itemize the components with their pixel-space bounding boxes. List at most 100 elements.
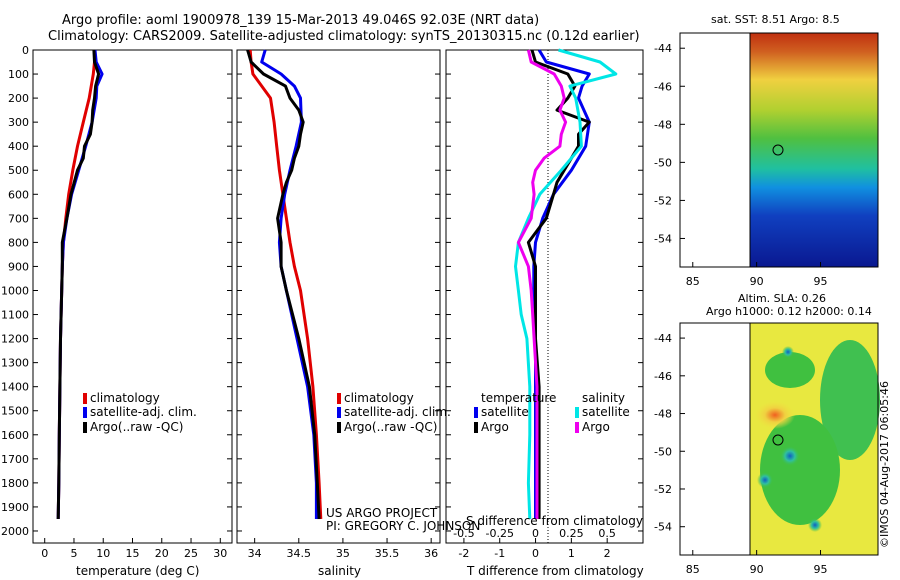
map-x-tick-label: 90 bbox=[750, 275, 764, 288]
x-tick-label: 5 bbox=[70, 547, 77, 560]
x-tick-label: 30 bbox=[213, 547, 227, 560]
x-tick-label: 15 bbox=[126, 547, 140, 560]
map-x-tick-label: 95 bbox=[814, 275, 828, 288]
map-y-tick-label: -54 bbox=[654, 521, 672, 534]
y-tick-label: 1800 bbox=[1, 477, 29, 490]
y-tick-label: 400 bbox=[8, 140, 29, 153]
series-line bbox=[246, 49, 321, 520]
sla-high-region bbox=[755, 401, 795, 429]
x-tick-label: -1 bbox=[494, 547, 505, 560]
y-tick-label: 300 bbox=[8, 116, 29, 129]
y-tick-label: 1600 bbox=[1, 429, 29, 442]
x-tick-label: 2 bbox=[604, 547, 611, 560]
y-tick-label: 1000 bbox=[1, 284, 29, 297]
temperature-legend-argo: Argo(..raw -QC) bbox=[90, 420, 184, 434]
diff-legend-temperature-title: temperature bbox=[481, 391, 557, 405]
header-title-line2: Climatology: CARS2009. Satellite-adjuste… bbox=[48, 29, 640, 44]
sla-map bbox=[679, 322, 880, 556]
pi-credit: PI: GREGORY C. JOHNSON bbox=[326, 519, 481, 533]
map-y-tick-label: -44 bbox=[654, 332, 672, 345]
temperature-legend-climatology: climatology bbox=[90, 391, 160, 405]
series-line bbox=[514, 48, 618, 520]
y-tick-label: 0 bbox=[22, 44, 29, 57]
y-tick-label: 2000 bbox=[1, 525, 29, 538]
map-x-tick-label: 95 bbox=[814, 563, 828, 576]
sst-map-field bbox=[750, 33, 878, 267]
legend-swatch bbox=[474, 422, 478, 433]
legend-swatch bbox=[83, 393, 87, 404]
x-tick-label: 36 bbox=[424, 547, 438, 560]
series-line bbox=[56, 49, 101, 520]
map-x-tick-label: 85 bbox=[686, 275, 700, 288]
map-y-tick-label: -44 bbox=[654, 42, 672, 55]
legend-swatch bbox=[575, 422, 579, 433]
map-x-tick-label: 90 bbox=[750, 563, 764, 576]
y-tick-label: 1900 bbox=[1, 501, 29, 514]
y-tick-label: 200 bbox=[8, 92, 29, 105]
y-tick-label: 700 bbox=[8, 212, 29, 225]
x2-tick-label: -0.5 bbox=[453, 527, 474, 540]
project-credit: US ARGO PROJECT bbox=[326, 506, 438, 520]
legend-swatch bbox=[337, 422, 341, 433]
series-line bbox=[526, 49, 591, 519]
diff-legend-temp-argo: Argo bbox=[481, 420, 509, 434]
salinity-xlabel: salinity bbox=[318, 564, 362, 578]
diff-legend-temp-satellite: satellite bbox=[481, 405, 529, 419]
y-tick-label: 600 bbox=[8, 188, 29, 201]
temperature-legend-satellite: satellite-adj. clim. bbox=[90, 405, 197, 419]
y-tick-label: 1200 bbox=[1, 333, 29, 346]
sst-float-marker bbox=[772, 144, 784, 156]
map-y-tick-label: -48 bbox=[654, 118, 672, 131]
y-tick-label: 1400 bbox=[1, 381, 29, 394]
sla-float-marker bbox=[772, 434, 784, 446]
series-line bbox=[56, 50, 96, 520]
diff-legend-sal-satellite: satellite bbox=[582, 405, 630, 419]
sla-map-title-line2: Argo h1000: 0.12 h2000: 0.14 bbox=[706, 305, 872, 318]
header-title-line1: Argo profile: aoml 1900978_139 15-Mar-20… bbox=[62, 13, 540, 28]
y-tick-label: 800 bbox=[8, 236, 29, 249]
series-line bbox=[56, 49, 104, 520]
sla-eddy bbox=[757, 472, 773, 488]
x-tick-label: 25 bbox=[184, 547, 198, 560]
imos-credit: ©IMOS 04-Aug-2017 06:05:46 bbox=[878, 381, 891, 548]
sla-eddy bbox=[780, 446, 800, 466]
x2-tick-label: -0.25 bbox=[485, 527, 513, 540]
legend-swatch bbox=[83, 422, 87, 433]
map-y-tick-label: -46 bbox=[654, 370, 672, 383]
series-line bbox=[260, 49, 318, 519]
sla-eddy bbox=[808, 518, 822, 532]
y-tick-label: 100 bbox=[8, 68, 29, 81]
diff-legend-sal-argo: Argo bbox=[582, 420, 610, 434]
sla-eddy bbox=[782, 346, 794, 358]
sla-low-region bbox=[820, 340, 880, 460]
x-tick-label: 35.5 bbox=[375, 547, 400, 560]
x-tick-label: 34.5 bbox=[287, 547, 312, 560]
x2-tick-label: 0.5 bbox=[598, 527, 616, 540]
series-line bbox=[516, 49, 568, 519]
y-tick-label: 1500 bbox=[1, 405, 29, 418]
x-tick-label: -2 bbox=[458, 547, 469, 560]
legend-swatch bbox=[337, 407, 341, 418]
map-x-tick-label: 85 bbox=[686, 563, 700, 576]
temperature-xlabel: temperature (deg C) bbox=[76, 564, 200, 578]
sla-low-region bbox=[765, 352, 815, 388]
map-y-tick-label: -50 bbox=[654, 156, 672, 169]
sla-map-frame bbox=[679, 322, 879, 556]
y-tick-label: 1100 bbox=[1, 309, 29, 322]
sst-map-frame bbox=[679, 32, 879, 268]
salinity-legend-climatology: climatology bbox=[344, 391, 414, 405]
y-tick-label: 500 bbox=[8, 164, 29, 177]
salinity-legend-satellite: satellite-adj. clim. bbox=[344, 405, 451, 419]
difference-xlabel: T difference from climatology bbox=[467, 564, 644, 578]
sla-map-title-line1: Altim. SLA: 0.26 bbox=[738, 292, 827, 305]
diff-legend-salinity-title: salinity bbox=[582, 391, 626, 405]
legend-swatch bbox=[575, 407, 579, 418]
salinity-legend-argo: Argo(..raw -QC) bbox=[344, 420, 438, 434]
legend-swatch bbox=[83, 407, 87, 418]
map-y-tick-label: -50 bbox=[654, 445, 672, 458]
x-tick-label: 0 bbox=[532, 547, 539, 560]
y-tick-label: 1700 bbox=[1, 453, 29, 466]
x-tick-label: 10 bbox=[96, 547, 110, 560]
x-tick-label: 1 bbox=[568, 547, 575, 560]
